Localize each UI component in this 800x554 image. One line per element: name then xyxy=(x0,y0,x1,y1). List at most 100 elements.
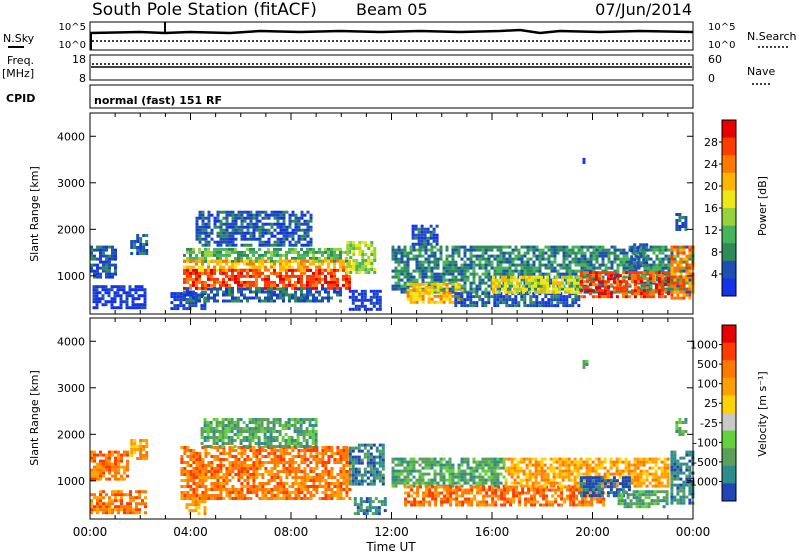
echo-cell xyxy=(433,257,437,261)
echo-cell xyxy=(285,497,289,500)
echo-cell xyxy=(571,248,575,252)
echo-cell xyxy=(101,288,105,292)
echo-cell xyxy=(296,436,300,439)
echo-cell xyxy=(378,298,382,302)
echo-cell xyxy=(225,470,229,473)
echo-cell xyxy=(517,254,521,258)
echo-cell xyxy=(585,286,589,290)
echo-cell xyxy=(195,458,199,461)
echo-cell xyxy=(409,248,413,252)
echo-cell xyxy=(198,470,202,473)
echo-cell xyxy=(592,278,596,282)
echo-cell xyxy=(300,228,304,232)
echo-cell xyxy=(183,491,187,494)
echo-cell xyxy=(594,295,598,299)
echo-cell xyxy=(433,300,437,304)
echo-cell xyxy=(228,253,231,257)
echo-cell xyxy=(198,293,201,297)
echo-cell xyxy=(203,439,207,442)
echo-cell xyxy=(300,449,304,452)
echo-cell xyxy=(219,262,222,266)
echo-cell xyxy=(627,295,631,299)
echo-cell xyxy=(430,245,434,249)
echo-cell xyxy=(90,254,93,258)
echo-cell xyxy=(111,450,114,454)
echo-cell xyxy=(288,470,292,473)
echo-cell xyxy=(291,482,295,485)
echo-cell xyxy=(582,271,586,275)
echo-cell xyxy=(219,476,223,479)
echo-cell xyxy=(475,257,479,261)
echo-cell xyxy=(216,488,220,491)
echo-cell xyxy=(219,280,222,284)
echo-cell xyxy=(637,251,641,255)
echo-cell xyxy=(435,236,439,240)
echo-cell xyxy=(291,237,295,241)
echo-cell xyxy=(249,234,253,238)
echo-cell xyxy=(192,467,196,470)
echo-cell xyxy=(102,263,105,267)
echo-cell xyxy=(285,259,288,263)
echo-cell xyxy=(252,482,256,485)
echo-cell xyxy=(540,290,543,294)
echo-cell xyxy=(490,260,494,264)
echo-cell xyxy=(210,455,214,458)
echo-cell xyxy=(198,296,201,300)
echo-cell xyxy=(342,262,345,266)
echo-cell xyxy=(682,245,686,249)
echo-cell xyxy=(679,290,683,294)
echo-cell xyxy=(336,494,340,497)
echo-cell xyxy=(228,455,232,458)
echo-cell xyxy=(324,446,328,449)
echo-cell xyxy=(296,439,300,442)
echo-cell xyxy=(300,458,304,461)
echo-cell xyxy=(424,257,428,261)
echo-cell xyxy=(345,470,349,473)
echo-cell xyxy=(314,424,318,427)
echo-cell xyxy=(204,268,207,272)
echo-cell xyxy=(571,304,575,308)
echo-cell xyxy=(622,251,626,255)
echo-cell xyxy=(645,243,649,247)
echo-cell xyxy=(327,494,331,497)
echo-cell xyxy=(655,245,659,249)
echo-cell xyxy=(592,251,596,255)
echo-cell xyxy=(625,257,629,261)
echo-cell xyxy=(513,287,516,291)
echo-cell xyxy=(240,268,243,272)
echo-cell xyxy=(257,427,261,430)
echo-cell xyxy=(189,473,193,476)
echo-cell xyxy=(429,236,433,240)
echo-cell xyxy=(237,476,241,479)
echo-cell xyxy=(400,284,404,288)
echo-cell xyxy=(117,505,120,509)
echo-cell xyxy=(349,244,353,247)
echo-cell xyxy=(123,511,126,515)
echo-cell xyxy=(284,445,288,448)
echo-cell xyxy=(222,458,226,461)
echo-cell xyxy=(580,263,584,267)
echo-cell xyxy=(339,497,343,500)
echo-cell xyxy=(303,473,307,476)
echo-cell xyxy=(339,473,343,476)
echo-cell xyxy=(397,272,401,276)
echo-cell xyxy=(192,283,195,287)
echo-cell xyxy=(355,247,359,250)
echo-cell xyxy=(228,283,231,287)
echo-cell xyxy=(261,494,265,497)
echo-cell xyxy=(582,286,586,290)
echo-cell xyxy=(258,225,262,229)
echo-cell xyxy=(583,251,587,255)
echo-cell xyxy=(625,254,629,258)
echo-cell xyxy=(279,231,283,235)
echo-cell xyxy=(463,263,467,267)
echo-cell xyxy=(303,458,307,461)
echo-cell xyxy=(460,275,464,279)
echo-cell xyxy=(598,245,602,249)
echo-cell xyxy=(642,295,646,299)
echo-cell xyxy=(330,250,333,254)
echo-cell xyxy=(93,474,96,478)
echo-cell xyxy=(108,269,111,273)
echo-cell xyxy=(240,464,244,467)
echo-cell xyxy=(436,288,440,292)
